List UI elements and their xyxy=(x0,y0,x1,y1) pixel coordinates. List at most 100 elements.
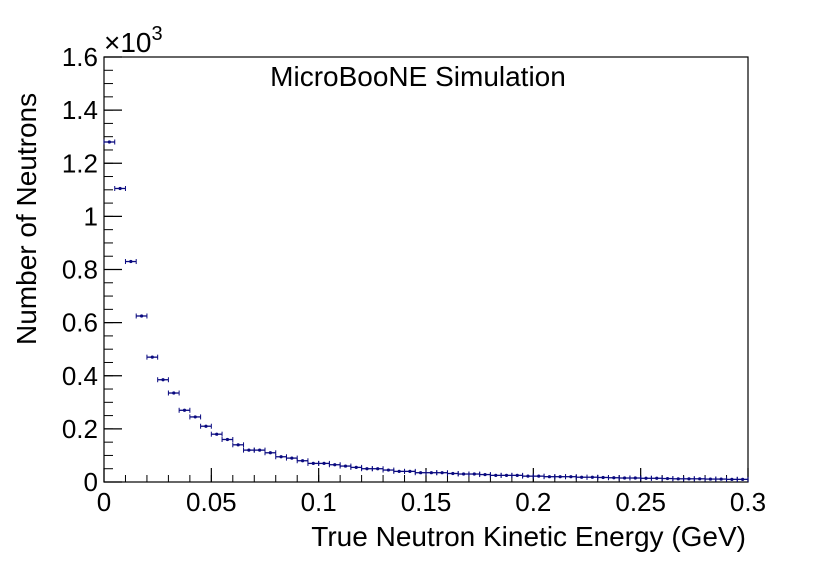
data-point xyxy=(361,466,373,472)
data-point xyxy=(586,474,599,480)
data-marker xyxy=(483,472,487,477)
data-marker xyxy=(204,424,208,428)
data-marker xyxy=(193,415,197,419)
data-marker xyxy=(429,471,433,475)
data-marker xyxy=(665,476,670,481)
data-point xyxy=(543,474,556,480)
data-marker xyxy=(311,461,315,466)
data-marker xyxy=(258,448,262,452)
data-point xyxy=(404,468,416,474)
data-point xyxy=(253,447,266,453)
data-marker xyxy=(376,467,380,471)
data-point xyxy=(704,476,717,482)
data-point xyxy=(393,468,406,474)
data-marker xyxy=(472,472,476,476)
data-marker xyxy=(150,355,154,359)
x-tick-label: 0.2 xyxy=(515,487,551,517)
data-marker xyxy=(569,475,573,479)
x-tick-label: 0.3 xyxy=(730,487,766,517)
data-point xyxy=(275,454,287,460)
y-multiplier: ×103 xyxy=(104,23,163,58)
data-marker xyxy=(182,408,187,412)
data-marker xyxy=(172,391,176,395)
data-point xyxy=(221,437,234,442)
data-point xyxy=(489,472,502,478)
data-marker xyxy=(590,475,594,479)
data-marker xyxy=(612,476,616,480)
data-marker xyxy=(397,469,401,473)
data-marker xyxy=(118,186,122,191)
data-marker xyxy=(268,451,272,455)
data-marker xyxy=(537,474,541,478)
y-multiplier-base: ×10 xyxy=(104,27,152,58)
data-point xyxy=(189,414,202,420)
data-point xyxy=(318,460,330,466)
data-marker xyxy=(279,455,283,459)
data-marker xyxy=(451,471,455,476)
data-point xyxy=(167,390,180,396)
data-point xyxy=(446,471,459,476)
data-point xyxy=(328,462,341,468)
data-point xyxy=(597,474,609,480)
data-marker xyxy=(236,443,240,447)
x-tick-label: 0.05 xyxy=(186,487,237,517)
data-marker xyxy=(365,467,369,471)
data-marker xyxy=(633,476,637,480)
data-point xyxy=(178,407,191,413)
data-point xyxy=(114,185,126,191)
data-point xyxy=(339,463,352,469)
data-point xyxy=(661,476,674,482)
data-marker xyxy=(215,432,219,436)
y-axis-ticks: 0 0.2 0.4 0.6 0.8 1 1.2 1.4 1.6 xyxy=(62,42,122,497)
data-point xyxy=(457,471,470,477)
data-marker xyxy=(708,477,713,481)
data-point xyxy=(436,470,448,476)
data-point xyxy=(468,471,481,477)
y-tick-label: 1 xyxy=(84,201,98,231)
x-tick-label: 0 xyxy=(97,487,111,517)
data-point xyxy=(672,476,685,482)
data-point xyxy=(232,442,245,448)
data-point xyxy=(135,313,148,319)
data-marker xyxy=(622,476,627,480)
data-marker xyxy=(247,448,251,452)
data-point xyxy=(726,476,738,482)
data-point xyxy=(693,476,706,482)
y-tick-label: 0 xyxy=(84,467,98,497)
data-marker xyxy=(741,477,745,481)
data-marker xyxy=(129,259,133,264)
y-tick-label: 0.4 xyxy=(62,361,98,391)
data-point xyxy=(554,474,567,480)
data-point xyxy=(511,472,524,478)
data-marker xyxy=(547,475,552,479)
data-marker xyxy=(730,477,734,481)
y-tick-label: 0.8 xyxy=(62,255,98,285)
data-point xyxy=(414,470,427,476)
data-marker xyxy=(687,477,691,481)
data-marker xyxy=(580,475,584,479)
data-point xyxy=(640,475,652,481)
data-point xyxy=(371,466,384,472)
data-marker xyxy=(601,475,605,480)
x-axis-ticks: 0 0.05 0.1 0.15 0.2 0.25 0.3 xyxy=(97,468,766,517)
y-tick-label: 0.2 xyxy=(62,414,98,444)
annotation-microboone: MicroBooNE Simulation xyxy=(270,61,566,92)
data-marker xyxy=(461,472,466,476)
data-marker xyxy=(655,476,659,480)
data-point xyxy=(124,259,137,265)
x-tick-label: 0.15 xyxy=(401,487,452,517)
data-point xyxy=(307,460,320,466)
data-marker xyxy=(676,477,680,481)
data-point xyxy=(607,475,620,481)
data-marker xyxy=(698,477,702,481)
x-tick-label: 0.1 xyxy=(301,487,337,517)
data-marker xyxy=(515,473,519,477)
data-point xyxy=(618,475,631,481)
y-tick-label: 1.4 xyxy=(62,95,98,125)
x-axis-title: True Neutron Kinetic Energy (GeV) xyxy=(311,521,746,552)
data-point xyxy=(479,472,491,478)
data-marker xyxy=(300,459,305,463)
data-marker xyxy=(558,475,562,479)
data-marker xyxy=(225,437,230,442)
data-marker xyxy=(290,456,294,460)
